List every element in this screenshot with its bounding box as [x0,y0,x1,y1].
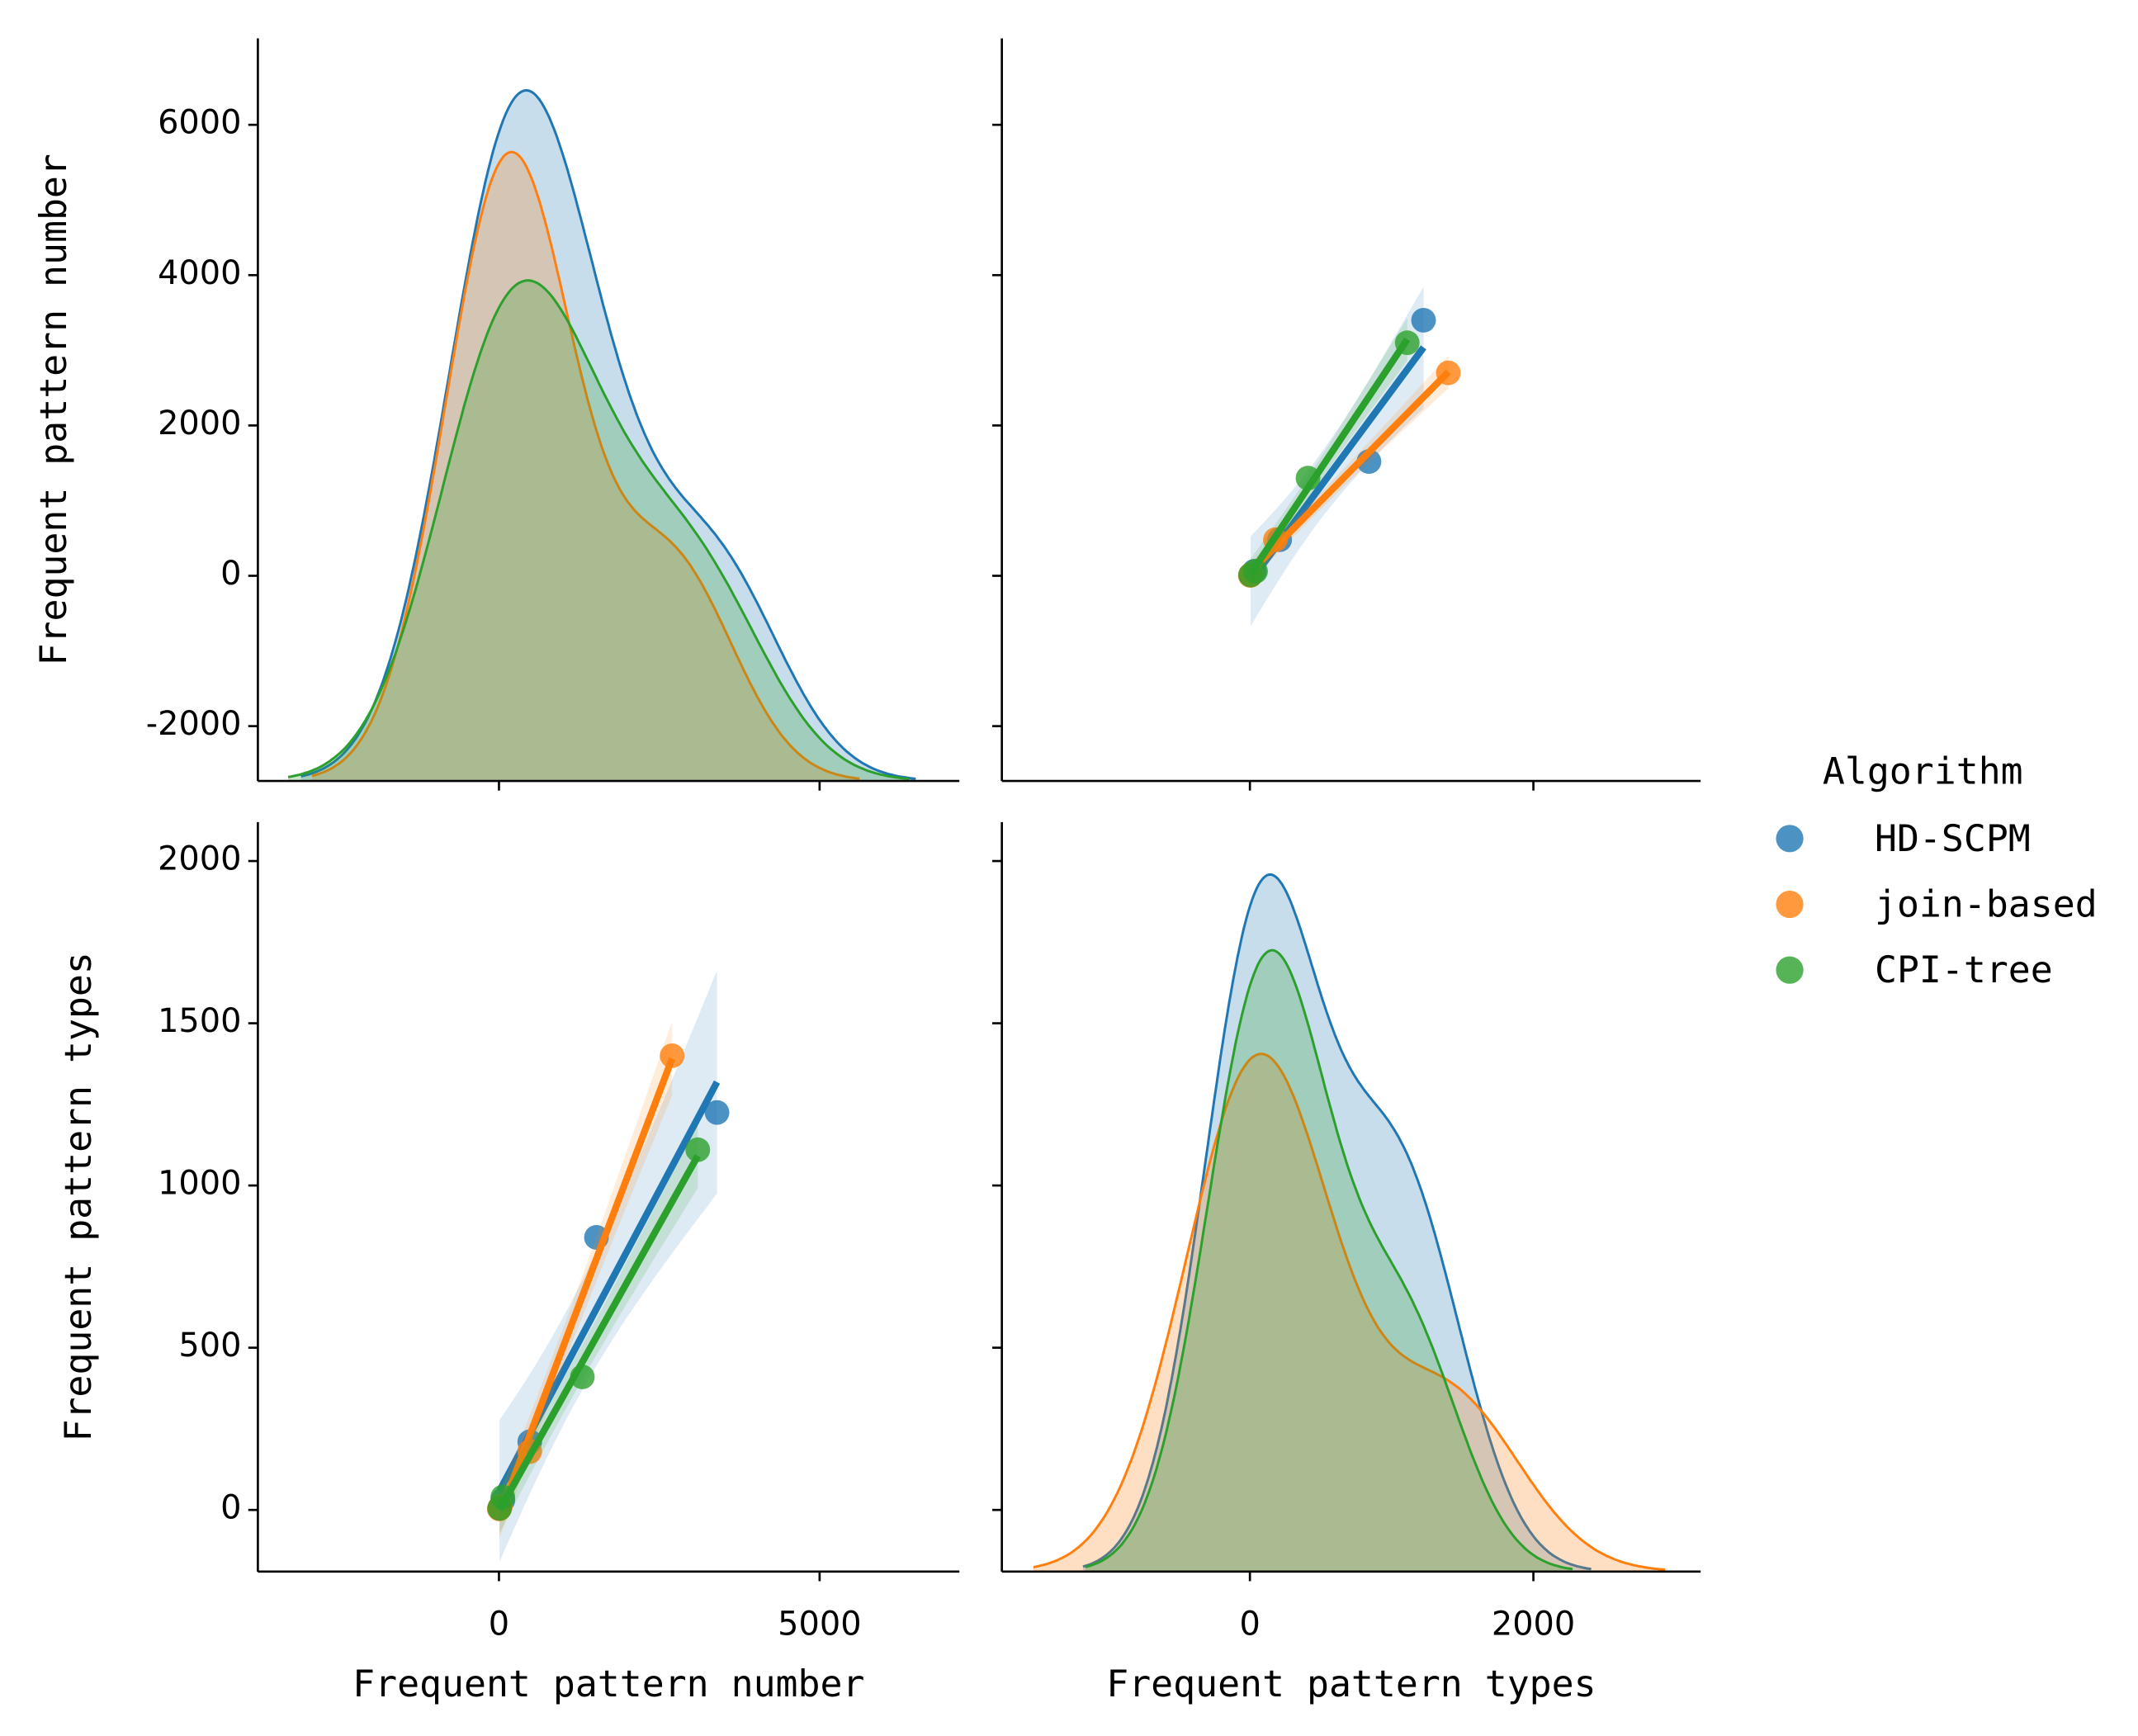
y-tick-label: 4000 [158,254,241,292]
legend-marker [1776,890,1804,919]
legend-marker [1776,956,1804,984]
legend-label: join-based [1875,882,2098,925]
kde-line [311,150,860,780]
kde-area [288,280,910,782]
x-tick-label: 2000 [1492,1606,1575,1644]
y-tick-label: 0 [220,555,241,593]
kde-area [1085,950,1573,1572]
point [704,1100,730,1125]
x-tick-label: 5000 [778,1606,861,1644]
kde-area [311,152,860,782]
panel [1033,873,1666,1572]
panel [287,88,916,782]
y-tick-label: 2000 [158,404,241,442]
panel [486,970,730,1562]
regression-line [1247,369,1451,575]
y-tick-label: 1500 [158,1002,241,1040]
legend-label: CPI-tree [1875,948,2053,991]
y-tick-label: 6000 [158,104,241,142]
ci-band [499,970,717,1562]
x-axis-label: Frequent pattern types [1106,1662,1596,1705]
regression-line [496,1154,701,1512]
kde-area [1082,874,1592,1572]
kde-line [1085,948,1573,1571]
x-tick-label: 0 [489,1606,509,1644]
kde-area [1034,1053,1666,1572]
point [660,1043,685,1068]
kde-line [287,279,910,781]
regression-line [1247,337,1411,576]
kde-line [300,88,916,780]
kde-line [1033,1052,1666,1571]
y-tick-label: 500 [178,1327,241,1365]
y-tick-label: 1000 [158,1165,241,1203]
y-axis-label: Frequent pattern types [56,952,100,1441]
panel [1237,286,1461,627]
point [685,1137,711,1162]
ci-band [1251,286,1424,627]
kde-line [1082,873,1592,1571]
legend-label: HD-SCPM [1875,816,2031,860]
x-tick-label: 0 [1239,1606,1260,1644]
x-axis-label: Frequent pattern number [352,1662,864,1705]
y-tick-label: 0 [220,1489,241,1527]
regression-line [495,1057,676,1517]
y-tick-label: 2000 [158,840,241,878]
legend-marker [1776,825,1804,853]
kde-area [300,90,916,782]
y-tick-label: -2000 [146,705,242,743]
legend-title: Algorithm [1823,749,2023,792]
y-axis-label: Frequent pattern number [31,154,75,665]
point [1411,307,1436,333]
